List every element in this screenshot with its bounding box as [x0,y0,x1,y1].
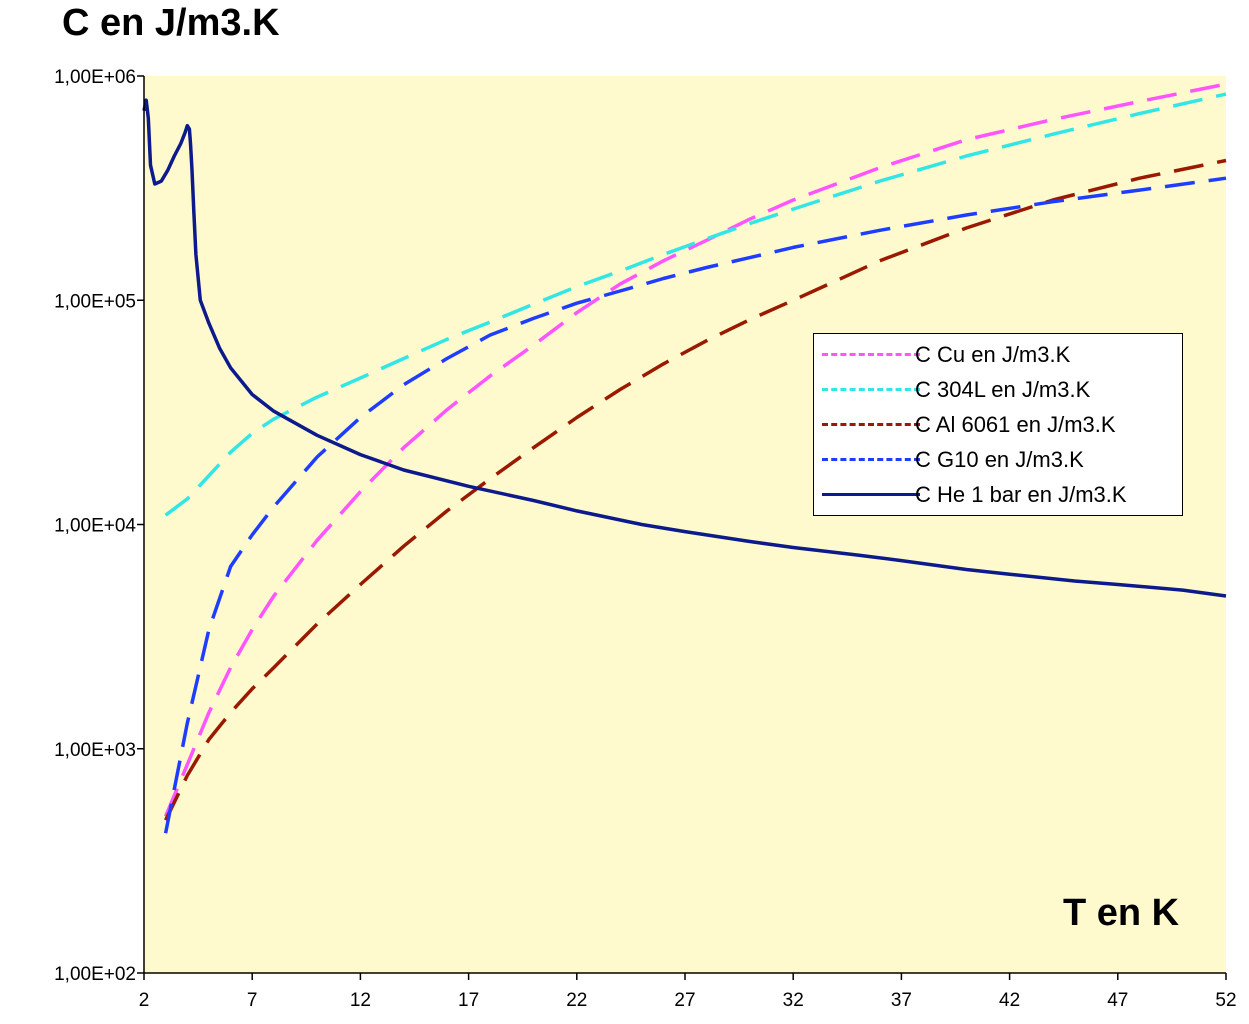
y-tick-label: 1,00E+04 [54,516,136,537]
y-tick-label: 1,00E+05 [54,291,136,312]
x-tick-label: 7 [247,990,258,1011]
series-line-304l [164,92,1227,517]
legend-swatch-g10 [822,458,920,461]
plot-area [144,76,1226,973]
legend-label-al6061: C Al 6061 en J/m3.K [915,412,1116,437]
legend-label-he: C He 1 bar en J/m3.K [915,482,1127,507]
legend-item-al6061: C Al 6061 en J/m3.K [814,407,1182,443]
y-tick-label: 1,00E+06 [54,67,136,88]
series-line-g10 [163,176,1227,834]
legend-item-he: C He 1 bar en J/m3.K [814,477,1182,513]
legend-swatch-al6061 [822,423,920,426]
legend-label-304l: C 304L en J/m3.K [915,377,1091,402]
x-tick-label: 37 [891,990,912,1011]
x-tick-label: 47 [1107,990,1128,1011]
y-tick-label: 1,00E+03 [54,740,136,761]
legend-swatch-he [822,493,920,496]
legend-label-cu: C Cu en J/m3.K [915,342,1071,367]
x-tick-label: 42 [999,990,1020,1011]
legend: C Cu en J/m3.K C 304L en J/m3.K C Al 606… [813,333,1183,516]
series-line-cu [163,82,1227,817]
x-tick-label: 17 [458,990,479,1011]
legend-swatch-304l [822,388,920,391]
legend-item-304l: C 304L en J/m3.K [814,372,1182,408]
legend-item-g10: C G10 en J/m3.K [814,442,1182,478]
legend-item-cu: C Cu en J/m3.K [814,337,1182,373]
y-tick-label: 1,00E+02 [54,964,136,985]
series-line-he [142,98,1227,598]
x-tick-label: 12 [350,990,371,1011]
legend-label-g10: C G10 en J/m3.K [915,447,1084,472]
y-axis-title: C en J/m3.K [62,2,280,44]
series-layer [142,82,1227,834]
y-axis-ticks: 1,00E+02 1,00E+03 1,00E+04 1,00E+05 1,00E+06 [54,67,144,985]
x-tick-label: 52 [1215,990,1236,1011]
x-axis-ticks: 2 7 12 17 22 27 32 37 42 47 52 [139,973,1237,1011]
x-tick-label: 2 [139,990,150,1011]
legend-swatch-cu [822,353,920,356]
x-tick-label: 22 [566,990,587,1011]
x-axis-title: T en K [1063,892,1180,934]
series-line-al6061 [164,158,1227,821]
x-tick-label: 32 [783,990,804,1011]
x-tick-label: 27 [674,990,695,1011]
